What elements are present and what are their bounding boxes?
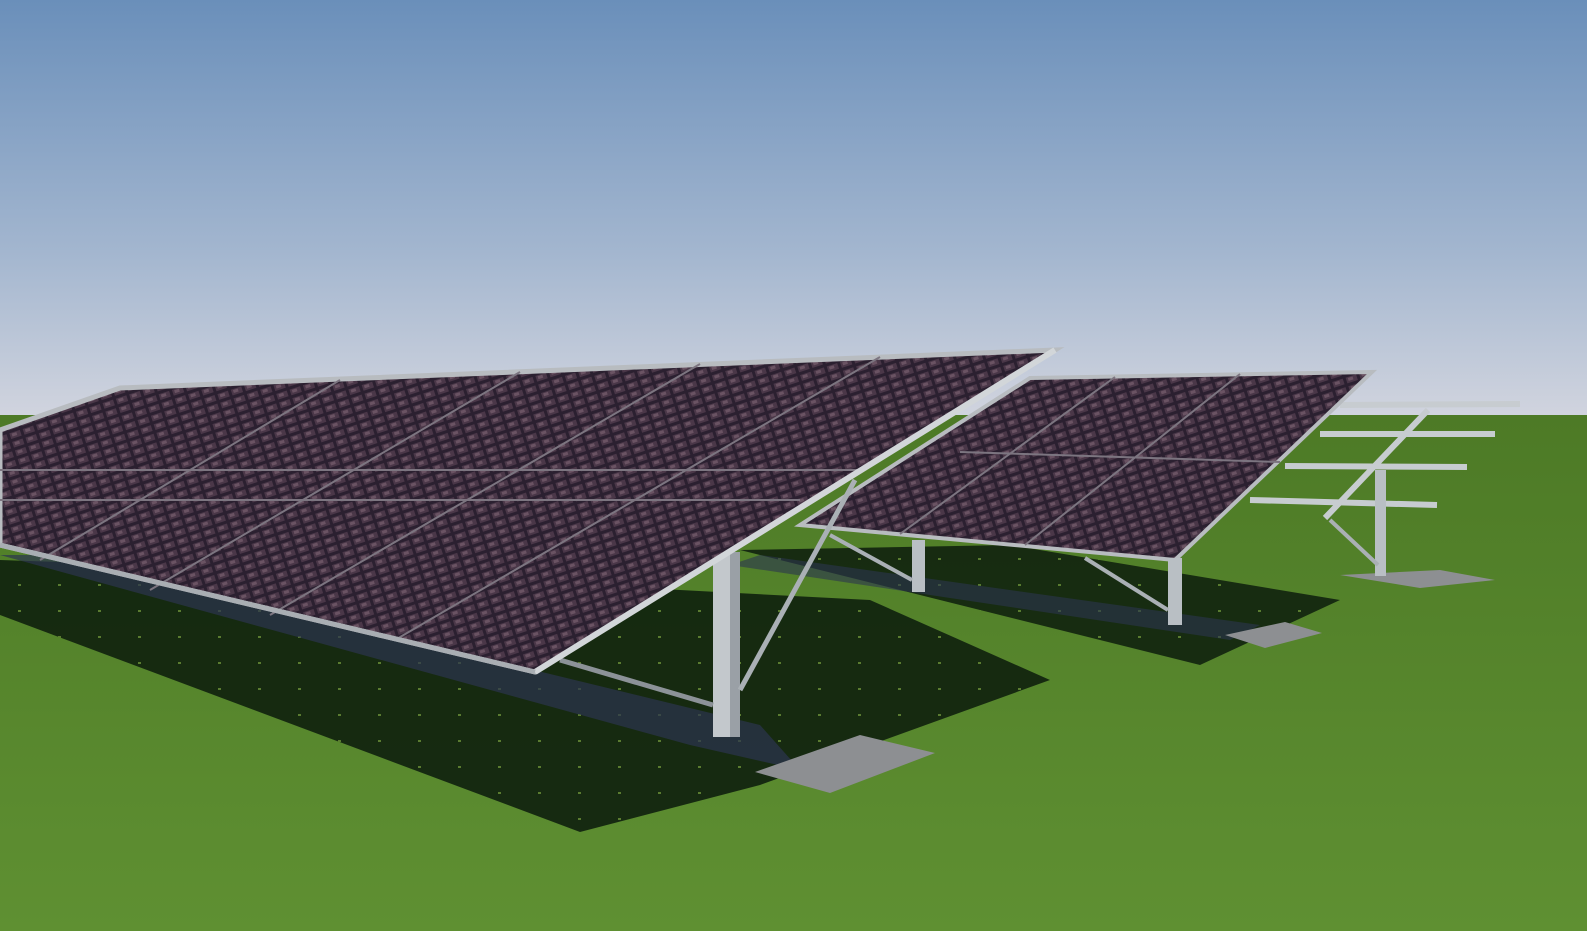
module-line (269, 363, 701, 616)
rack-rails (1249, 401, 1521, 521)
rail (1339, 401, 1521, 408)
panel-frame (0, 542, 536, 675)
module-line (1024, 373, 1241, 546)
post (1168, 558, 1182, 625)
post (1375, 470, 1386, 576)
sky (0, 0, 1587, 420)
module-grid (899, 373, 1281, 546)
module-line (39, 379, 341, 561)
concrete-pad (1225, 622, 1322, 648)
ground-strip (730, 555, 1260, 640)
brace (737, 478, 858, 692)
post (912, 540, 925, 592)
module-line (394, 356, 881, 641)
module-line (899, 376, 1116, 535)
post-shade (730, 552, 740, 737)
ground-strip (0, 555, 800, 770)
concrete-pad (755, 735, 935, 793)
module-line (149, 371, 521, 591)
module-line (959, 451, 1281, 463)
brace (1328, 518, 1380, 567)
brace (559, 657, 714, 708)
module-grid (0, 356, 881, 641)
brace (829, 533, 913, 582)
rail (1322, 407, 1431, 521)
brace (1083, 556, 1170, 612)
panel-frame (533, 347, 1057, 675)
